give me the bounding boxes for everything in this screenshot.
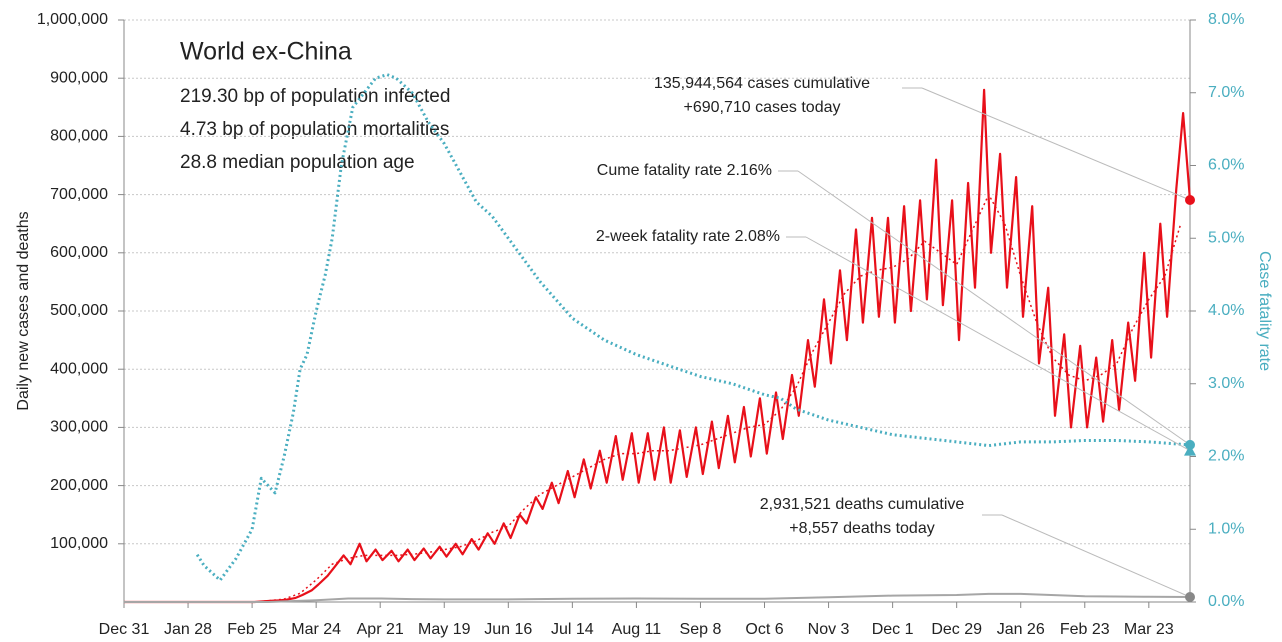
y-tick-label: 400,000 [50, 360, 108, 377]
x-tick-label: Jun 16 [484, 621, 532, 638]
annotation-marker [1185, 195, 1195, 206]
leader-line [797, 170, 1191, 446]
leader-line [805, 236, 1191, 452]
annotation-text: 2,931,521 deaths cumulative [760, 496, 965, 513]
y2-tick-label: 6.0% [1208, 157, 1244, 174]
y-tick-label: 900,000 [50, 69, 108, 86]
annotation-marker [1185, 592, 1195, 603]
y-tick-label: 200,000 [50, 477, 108, 494]
series-line [124, 193, 1182, 603]
leader-line [921, 87, 1191, 201]
x-tick-label: Dec 1 [872, 621, 914, 638]
y2-tick-label: 4.0% [1208, 302, 1244, 319]
y-tick-label: 600,000 [50, 244, 108, 261]
y2-tick-label: 3.0% [1208, 375, 1244, 392]
y2-tick-label: 5.0% [1208, 229, 1244, 246]
info-line: 219.30 bp of population infected [180, 86, 450, 107]
x-tick-label: Jan 28 [164, 621, 212, 638]
y-axis-label: Daily new cases and deaths [15, 211, 32, 410]
y-tick-label: 800,000 [50, 128, 108, 145]
leader-line [1001, 514, 1191, 598]
series-line [124, 88, 1192, 604]
info-title: World ex-China [180, 38, 352, 66]
series-line [195, 73, 1191, 582]
x-tick-label: Dec 29 [931, 621, 982, 638]
series-line [124, 592, 1191, 603]
info-line: 28.8 median population age [180, 152, 415, 173]
y-tick-label: 300,000 [50, 419, 108, 436]
x-tick-label: Apr 21 [357, 621, 404, 638]
x-tick-label: Jul 14 [551, 621, 594, 638]
y-tick-label: 100,000 [50, 535, 108, 552]
x-tick-label: Feb 25 [227, 621, 277, 638]
x-tick-label: Mar 24 [291, 621, 341, 638]
annotation-text: Cume fatality rate 2.16% [597, 162, 772, 179]
x-tick-label: Jan 26 [997, 621, 1045, 638]
y-tick-label: 500,000 [50, 302, 108, 319]
x-tick-label: Mar 23 [1124, 621, 1174, 638]
annotation-marker [1184, 444, 1196, 456]
annotation-text: 2-week fatality rate 2.08% [596, 228, 780, 245]
annotation-text: +8,557 deaths today [789, 520, 934, 537]
x-tick-label: Sep 8 [680, 621, 722, 638]
x-tick-label: Nov 3 [808, 621, 850, 638]
info-line: 4.73 bp of population mortalities [180, 119, 449, 140]
x-tick-label: May 19 [418, 621, 471, 638]
y2-tick-label: 2.0% [1208, 448, 1244, 465]
x-tick-label: Feb 23 [1060, 621, 1110, 638]
y2-axis-label: Case fatality rate [1256, 251, 1273, 371]
y2-tick-label: 8.0% [1208, 11, 1244, 28]
annotation-text: 135,944,564 cases cumulative [654, 75, 870, 92]
annotation-text: +690,710 cases today [683, 99, 840, 116]
x-tick-label: Oct 6 [745, 621, 783, 638]
y-tick-label: 1,000,000 [37, 11, 108, 28]
y2-tick-label: 1.0% [1208, 520, 1244, 537]
y2-tick-label: 7.0% [1208, 84, 1244, 101]
y-tick-label: 700,000 [50, 186, 108, 203]
y2-tick-label: 0.0% [1208, 593, 1244, 610]
x-tick-label: Dec 31 [99, 621, 150, 638]
x-tick-label: Aug 11 [612, 621, 662, 638]
